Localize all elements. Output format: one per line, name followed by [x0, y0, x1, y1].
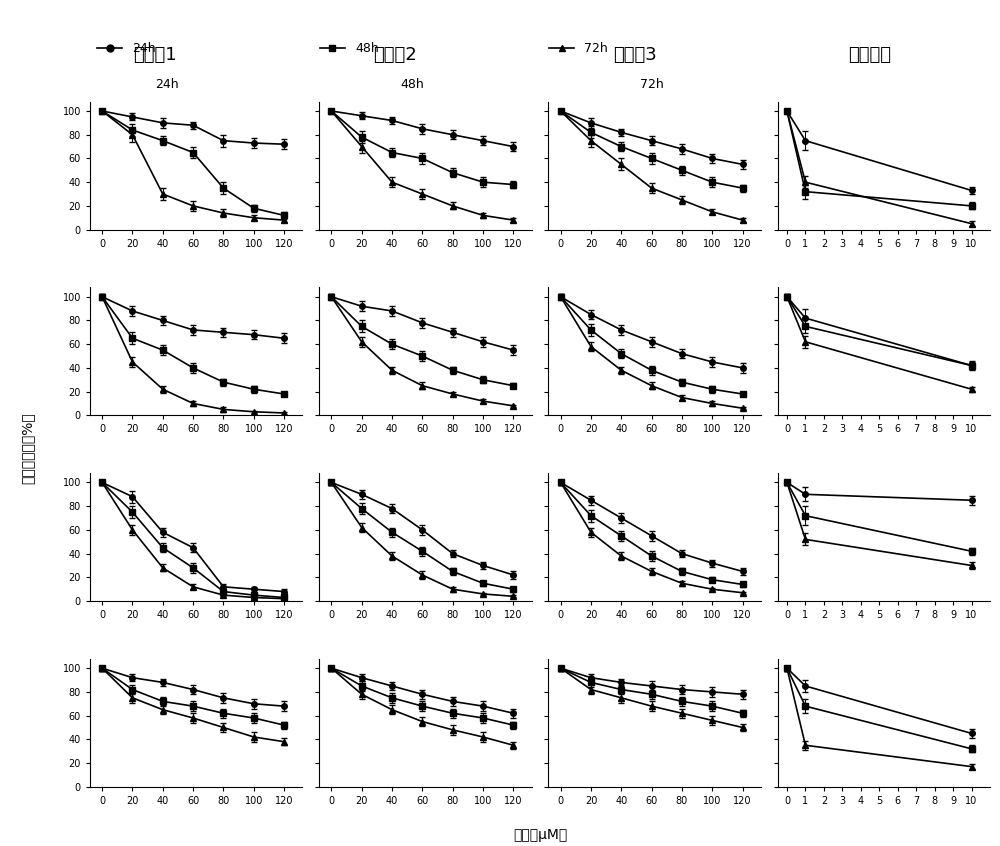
Legend: 48h: 48h: [315, 37, 384, 60]
Text: 索拉菲尼: 索拉菲尼: [848, 46, 892, 64]
Text: 72h: 72h: [640, 78, 664, 91]
Text: 化合牧3: 化合牧3: [613, 46, 657, 64]
Text: 24h: 24h: [155, 78, 179, 91]
Text: 48h: 48h: [400, 78, 424, 91]
Text: 化合牧1: 化合牧1: [133, 46, 177, 64]
Text: 浓度（μM）: 浓度（μM）: [513, 827, 567, 842]
Legend: 24h: 24h: [92, 37, 161, 60]
Text: 化合牧2: 化合牧2: [373, 46, 417, 64]
Legend: 72h: 72h: [544, 37, 613, 60]
Text: 细胞存活率（%）: 细胞存活率（%）: [20, 413, 34, 484]
